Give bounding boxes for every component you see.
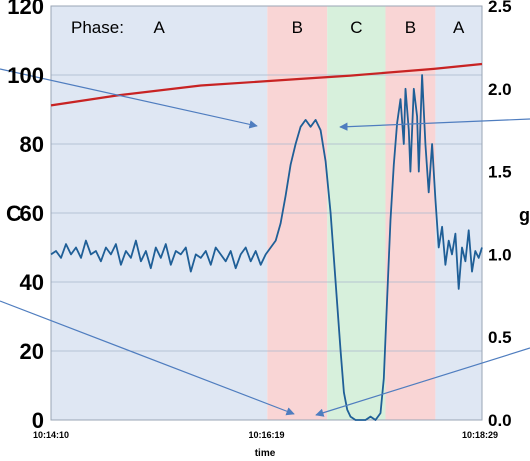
y-axis-left-title: C (6, 201, 22, 226)
annotation-arrow-2 (339, 118, 530, 131)
phase-label-3: B (405, 18, 416, 37)
annotation-arrow-3 (0, 300, 295, 416)
y-left-tick-label: 0 (32, 408, 44, 433)
y-left-tick-label: 20 (20, 339, 44, 364)
y-right-tick-label: 2.5 (488, 0, 512, 16)
x-tick-label: 10:18:29 (462, 430, 498, 440)
y-left-tick-label: 80 (20, 132, 44, 157)
x-tick-label: 10:16:19 (248, 430, 284, 440)
annotation-arrow-4 (315, 347, 530, 417)
phase-legend-label: Phase: (71, 18, 124, 37)
phase-label-0: A (153, 18, 165, 37)
annotation-arrows (0, 68, 530, 417)
x-ticks: 10:14:10 10:16:19 10:18:29 (33, 430, 498, 440)
plot-frame (50, 5, 483, 421)
x-tick-label: 10:14:10 (33, 430, 69, 440)
y-right-tick-label: 0.5 (488, 328, 512, 347)
phase-label-4: A (453, 18, 465, 37)
y-left-tick-label: 120 (7, 0, 44, 19)
y-left-tick-label: 60 (20, 201, 44, 226)
phase-labels: Phase: A B C B A (71, 18, 465, 37)
y-right-tick-label: 1.0 (488, 245, 512, 264)
y-right-tick-label: 1.5 (488, 163, 512, 182)
plot-border (50, 5, 483, 421)
y-right-ticks: 0.0 0.5 1.0 1.5 2.0 2.5 (488, 0, 512, 430)
y-right-tick-label: 2.0 (488, 80, 512, 99)
series-line-0 (50, 74, 483, 421)
x-axis-title: time (255, 448, 276, 459)
phase-label-2: C (350, 18, 362, 37)
y-left-tick-label: 40 (20, 270, 44, 295)
phase-label-1: B (292, 18, 303, 37)
y-right-tick-label: 0.0 (488, 411, 512, 430)
y-left-ticks: 0 20 40 60 80 100 120 (7, 0, 44, 433)
y-left-tick-label: 100 (7, 63, 44, 88)
annotation-arrow-1 (0, 68, 258, 129)
y-axis-right-title: g (519, 205, 530, 225)
